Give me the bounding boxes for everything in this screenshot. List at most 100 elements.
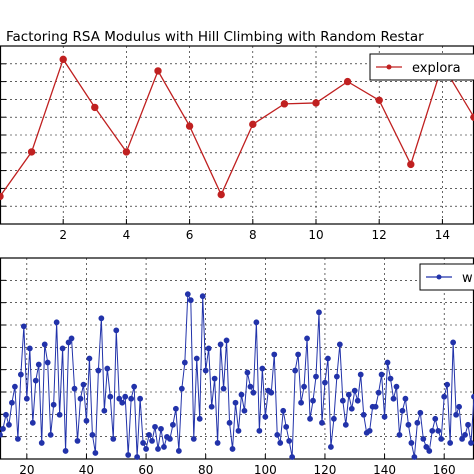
data-point bbox=[6, 421, 12, 428]
data-point bbox=[122, 393, 129, 400]
data-point bbox=[158, 425, 164, 432]
data-point bbox=[259, 365, 266, 372]
data-point bbox=[107, 393, 114, 400]
data-point bbox=[456, 403, 462, 410]
x-tick-label: 40 bbox=[79, 463, 94, 474]
data-point bbox=[27, 148, 36, 156]
data-point bbox=[423, 444, 430, 450]
data-point bbox=[343, 77, 352, 86]
data-point bbox=[336, 341, 343, 348]
data-point bbox=[74, 438, 81, 444]
data-point bbox=[50, 401, 57, 408]
data-point bbox=[339, 397, 346, 404]
data-point bbox=[438, 436, 445, 442]
data-point bbox=[411, 454, 418, 460]
data-point bbox=[220, 385, 227, 392]
data-point bbox=[32, 377, 39, 384]
data-point bbox=[426, 448, 433, 454]
x-tick-label: 8 bbox=[249, 228, 257, 242]
data-point bbox=[125, 452, 132, 458]
data-point bbox=[444, 381, 451, 388]
data-point bbox=[185, 122, 194, 130]
data-point bbox=[217, 341, 224, 348]
data-point bbox=[268, 389, 275, 396]
data-point bbox=[190, 436, 197, 442]
data-point bbox=[280, 407, 287, 414]
data-point bbox=[244, 369, 251, 376]
series-line bbox=[0, 57, 474, 197]
data-point bbox=[172, 405, 179, 412]
chart-title: Factoring RSA Modulus with Hill Climbing… bbox=[6, 29, 424, 45]
data-point bbox=[354, 397, 361, 404]
data-point bbox=[250, 389, 257, 396]
data-point bbox=[274, 431, 281, 438]
data-point bbox=[149, 438, 155, 444]
data-point bbox=[17, 371, 24, 378]
legend-label: w bbox=[462, 271, 473, 286]
data-point bbox=[328, 444, 334, 450]
data-point bbox=[310, 397, 316, 404]
data-point bbox=[387, 375, 394, 382]
x-tick-label: 60 bbox=[138, 463, 153, 474]
data-point bbox=[295, 351, 302, 358]
data-point bbox=[116, 395, 123, 402]
data-point bbox=[89, 431, 96, 438]
data-point bbox=[330, 415, 337, 422]
data-point bbox=[304, 335, 310, 342]
data-point bbox=[420, 436, 427, 442]
data-point bbox=[459, 436, 465, 442]
data-point bbox=[208, 403, 215, 410]
data-point bbox=[262, 413, 269, 420]
data-point bbox=[170, 421, 176, 428]
data-point bbox=[468, 440, 474, 446]
data-point bbox=[134, 454, 141, 460]
data-point bbox=[235, 427, 242, 434]
data-point bbox=[143, 446, 149, 452]
data-point bbox=[280, 100, 289, 108]
data-point bbox=[59, 345, 66, 352]
data-point bbox=[71, 385, 78, 392]
data-point bbox=[357, 371, 364, 378]
data-point bbox=[83, 417, 90, 424]
data-point bbox=[384, 359, 391, 366]
data-point bbox=[181, 359, 188, 366]
x-tick-label: 20 bbox=[19, 463, 34, 474]
data-point bbox=[110, 436, 117, 442]
data-point bbox=[372, 403, 379, 410]
data-point bbox=[292, 367, 299, 374]
data-point bbox=[435, 427, 442, 434]
data-point bbox=[53, 319, 60, 326]
data-point bbox=[313, 373, 319, 380]
data-point bbox=[414, 419, 421, 426]
data-point bbox=[161, 444, 167, 450]
data-point bbox=[98, 315, 105, 322]
x-tick-label: 100 bbox=[254, 463, 277, 474]
data-point bbox=[0, 192, 4, 201]
data-point bbox=[238, 391, 245, 398]
data-point bbox=[432, 415, 439, 422]
x-tick-label: 14 bbox=[435, 228, 450, 242]
data-point bbox=[155, 446, 161, 452]
data-point bbox=[91, 103, 99, 112]
data-point bbox=[465, 421, 471, 428]
data-point bbox=[247, 383, 254, 390]
data-point bbox=[154, 67, 162, 75]
data-point bbox=[312, 99, 320, 107]
data-point bbox=[9, 399, 15, 406]
data-point bbox=[316, 309, 322, 316]
data-point bbox=[44, 359, 51, 366]
data-point bbox=[345, 391, 352, 398]
data-point bbox=[407, 160, 415, 169]
data-point bbox=[333, 373, 340, 380]
data-point bbox=[348, 405, 355, 412]
data-point bbox=[390, 395, 397, 402]
data-point bbox=[241, 407, 248, 414]
data-point bbox=[59, 55, 67, 64]
data-point bbox=[366, 427, 373, 434]
data-point bbox=[217, 190, 225, 199]
data-point bbox=[283, 423, 290, 430]
data-point bbox=[375, 96, 383, 104]
data-point bbox=[399, 407, 406, 414]
data-point bbox=[104, 365, 111, 372]
data-point bbox=[20, 323, 27, 330]
